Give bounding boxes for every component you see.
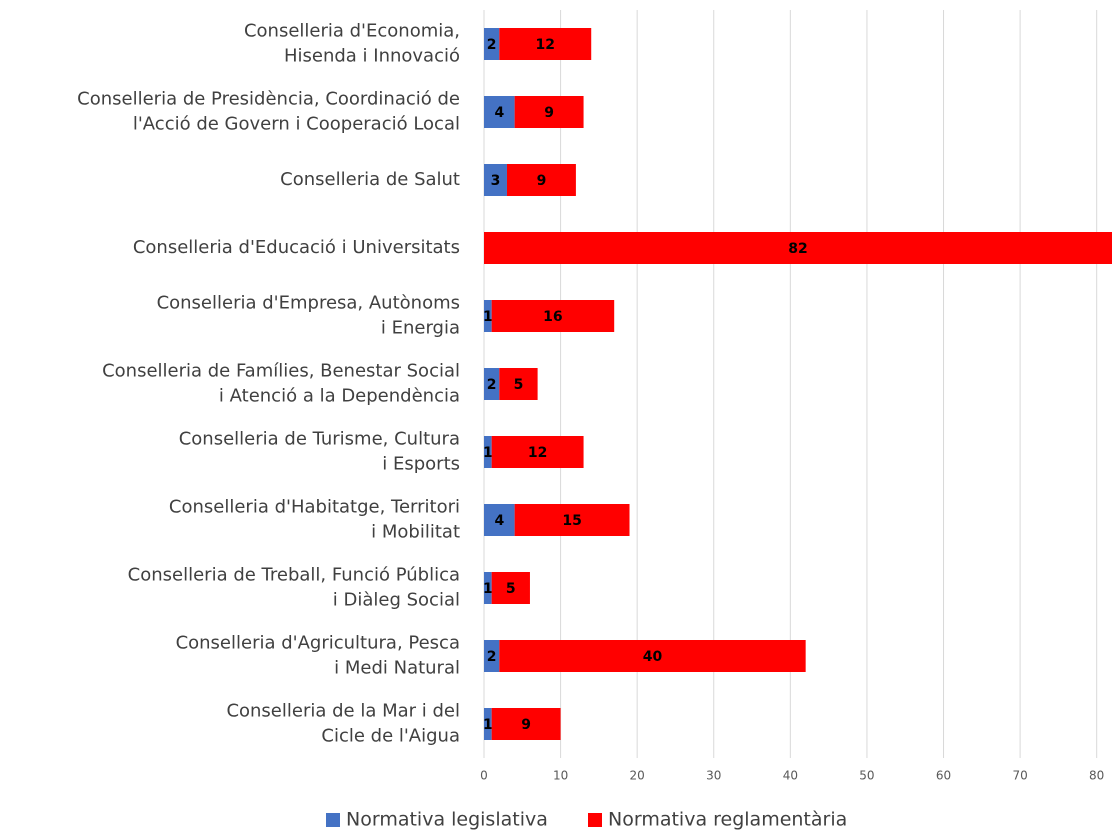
- bar-segment: [491, 300, 615, 332]
- y-tick-label: Conselleria de Presidència, Coordinació …: [77, 89, 460, 135]
- bar-segment: [491, 572, 530, 604]
- bar-segment: [484, 232, 1112, 264]
- data-label: 4: [494, 105, 504, 121]
- data-label: 12: [536, 37, 555, 53]
- bar-segment: [506, 164, 576, 196]
- bar-segment: [484, 96, 515, 128]
- bar-segment: [484, 708, 492, 740]
- legend-swatch: [326, 813, 340, 827]
- x-tick-label: 20: [630, 769, 645, 783]
- data-label: 9: [521, 717, 531, 733]
- bar-segment: [484, 300, 492, 332]
- data-label: 82: [788, 241, 807, 257]
- data-label: 1: [483, 717, 493, 733]
- x-tick-label: 50: [859, 769, 874, 783]
- x-tick-label: 0: [480, 769, 488, 783]
- x-tick-label: 30: [706, 769, 721, 783]
- x-tick-label: 60: [936, 769, 951, 783]
- y-tick-label: Conselleria d'Agricultura, Pesca i Medi N…: [176, 633, 460, 679]
- data-label: 1: [483, 445, 493, 461]
- data-label: 9: [537, 173, 547, 189]
- legend-label: Normativa reglamentària: [608, 809, 847, 831]
- y-tick-label: Conselleria d'Habitatge, Territori i Mobi…: [169, 497, 460, 543]
- y-tick-label: Conselleria de Treball, Funció Pública i …: [128, 565, 460, 611]
- bar-segment: [484, 436, 492, 468]
- y-tick-label: Conselleria d'Economia, Hisenda i Innovac…: [244, 21, 460, 67]
- data-label: 5: [506, 581, 516, 597]
- x-tick-label: 70: [1012, 769, 1027, 783]
- y-tick-label: Conselleria de Salut: [280, 169, 460, 190]
- data-label: 16: [543, 309, 562, 325]
- data-label: 12: [528, 445, 547, 461]
- y-tick-label: Conselleria d'Educació i Universitats: [133, 237, 460, 258]
- data-label: 2: [487, 37, 497, 53]
- bar-segment: [491, 436, 584, 468]
- y-tick-label: Conselleria de Famílies, Benestar Social…: [102, 361, 460, 407]
- y-tick-label: Conselleria de la Mar i del Cicle de l'Ai…: [226, 701, 460, 747]
- bar-segment: [491, 708, 561, 740]
- data-label: 15: [562, 513, 581, 529]
- bar-segment: [514, 96, 584, 128]
- legend-swatch: [588, 813, 602, 827]
- bar-segment: [484, 164, 507, 196]
- data-label: 3: [491, 173, 501, 189]
- bar-segment: [484, 28, 500, 60]
- data-label: 2: [487, 649, 497, 665]
- x-tick-label: 80: [1089, 769, 1104, 783]
- data-label: 4: [494, 513, 504, 529]
- data-label: 1: [483, 581, 493, 597]
- legend-label: Normativa legislativa: [346, 809, 548, 831]
- data-label: 5: [514, 377, 524, 393]
- bar-segment: [499, 640, 806, 672]
- data-label: 40: [643, 649, 663, 665]
- bar-segment: [484, 368, 500, 400]
- data-label: 2: [487, 377, 497, 393]
- bar-segment: [484, 504, 515, 536]
- x-tick-label: 10: [553, 769, 568, 783]
- bar-segment: [514, 504, 630, 536]
- y-tick-label: Conselleria d'Empresa, Autònoms i Energia: [157, 293, 460, 339]
- data-label: 9: [544, 105, 554, 121]
- bar-segment: [484, 640, 500, 672]
- data-label: 1: [483, 309, 493, 325]
- bar-segment: [484, 572, 492, 604]
- bar-segment: [499, 368, 538, 400]
- bar-segment: [499, 28, 592, 60]
- x-tick-label: 40: [783, 769, 798, 783]
- y-tick-label: Conselleria de Turisme, Cultura i Esports: [179, 429, 460, 475]
